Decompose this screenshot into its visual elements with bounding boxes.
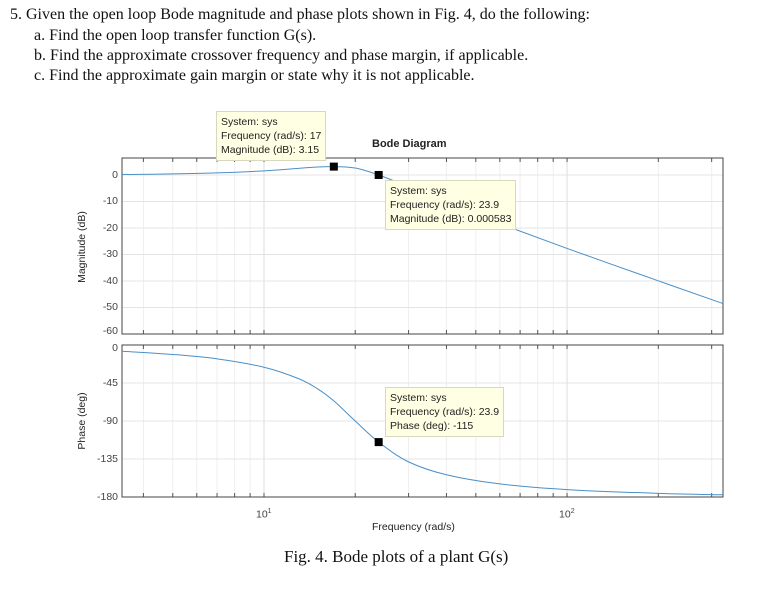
x-tick-label: 101	[255, 508, 272, 521]
datatip-line: Magnitude (dB): 0.000583	[390, 213, 512, 225]
y-tick-label: -180	[96, 491, 118, 503]
figure-caption: Fig. 4. Bode plots of a plant G(s)	[284, 547, 509, 566]
y-tick-label: -50	[102, 301, 118, 314]
phase-ylabel: Phase (deg)	[76, 392, 88, 450]
datatip-line: Phase (deg): -115	[390, 420, 474, 432]
question-item-c: c. Find the approximate gain margin or s…	[34, 67, 475, 84]
datatip-line: Frequency (rad/s): 23.9	[390, 406, 500, 418]
y-tick-label: -40	[102, 274, 118, 287]
x-tick-label: 102	[559, 508, 575, 521]
y-tick-label: -10	[102, 195, 118, 208]
question-stem: 5. Given the open loop Bode magnitude an…	[10, 6, 590, 23]
datatip[interactable]: System: sys Frequency (rad/s): 17 Magnitud…	[216, 111, 327, 161]
magnitude-ylabel: Magnitude (dB)	[76, 211, 88, 283]
question-item-b: b. Find the approximate crossover freque…	[34, 47, 529, 64]
y-tick-label: -20	[102, 221, 118, 234]
question-item-a: a. Find the open loop transfer function …	[34, 27, 317, 44]
frequency-xlabel: Frequency (rad/s)	[372, 521, 455, 533]
y-tick-label: -60	[102, 325, 118, 337]
axes-frame	[121, 157, 724, 335]
axes-frame	[121, 344, 724, 498]
y-tick-label: -45	[102, 377, 118, 389]
y-tick-label: 0	[112, 342, 118, 354]
datatip-line: System: sys	[390, 392, 447, 404]
datatip-line: Frequency (rad/s): 17	[221, 130, 322, 142]
y-tick-label: -90	[102, 415, 118, 427]
y-tick-label: -30	[102, 248, 118, 261]
y-tick-label: 0	[112, 168, 118, 181]
datatip-line: System: sys	[390, 185, 447, 197]
datatip-marker	[374, 170, 383, 179]
datatip[interactable]: System: sys Frequency (rad/s): 23.9 Magnit…	[385, 180, 517, 230]
datatip-marker	[329, 162, 338, 171]
datatip[interactable]: System: sys Frequency (rad/s): 23.9 Phase …	[385, 387, 505, 437]
datatip-line: Frequency (rad/s): 23.9	[390, 199, 500, 211]
datatip-line: Magnitude (dB): 3.15	[221, 144, 320, 156]
datatip-marker	[374, 438, 383, 447]
datatip-line: System: sys	[221, 116, 278, 128]
y-tick-label: -135	[96, 453, 118, 465]
magnitude-curve	[121, 166, 724, 305]
phase-curve	[121, 350, 724, 496]
chart-title: Bode Diagram	[372, 138, 447, 150]
